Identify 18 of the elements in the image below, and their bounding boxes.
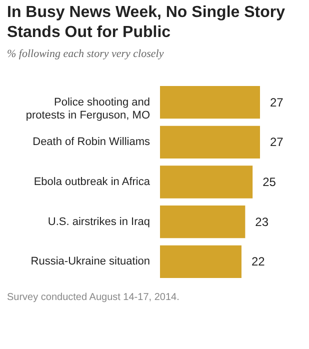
bar: [160, 166, 253, 198]
bar: [160, 206, 246, 238]
data-label: 22: [251, 254, 266, 269]
y-tick-label: Police shooting and protests in Ferguson, MO: [26, 96, 150, 122]
chart-subtitle: % following each story very closely: [7, 48, 164, 60]
data-label: 25: [262, 175, 276, 189]
data-label: 27: [270, 95, 284, 110]
data-label: 27: [270, 135, 284, 150]
y-tick-label: Death of Robin Williams: [32, 136, 150, 148]
chart-title: In Busy News Week, No Single Story Stands Out for Public: [7, 4, 286, 41]
y-tick-label: Ebola outbreak in Africa: [34, 176, 151, 188]
data-label: 23: [255, 214, 269, 229]
bar: [160, 126, 260, 158]
y-tick-label: U.S. airstrikes in Iraq: [48, 216, 150, 228]
y-tick-label: Russia-Ukraine situation: [30, 256, 150, 268]
bar: [160, 86, 260, 119]
bar: [160, 245, 242, 278]
text: Survey conducted August 14-17, 2014.: [7, 292, 180, 303]
